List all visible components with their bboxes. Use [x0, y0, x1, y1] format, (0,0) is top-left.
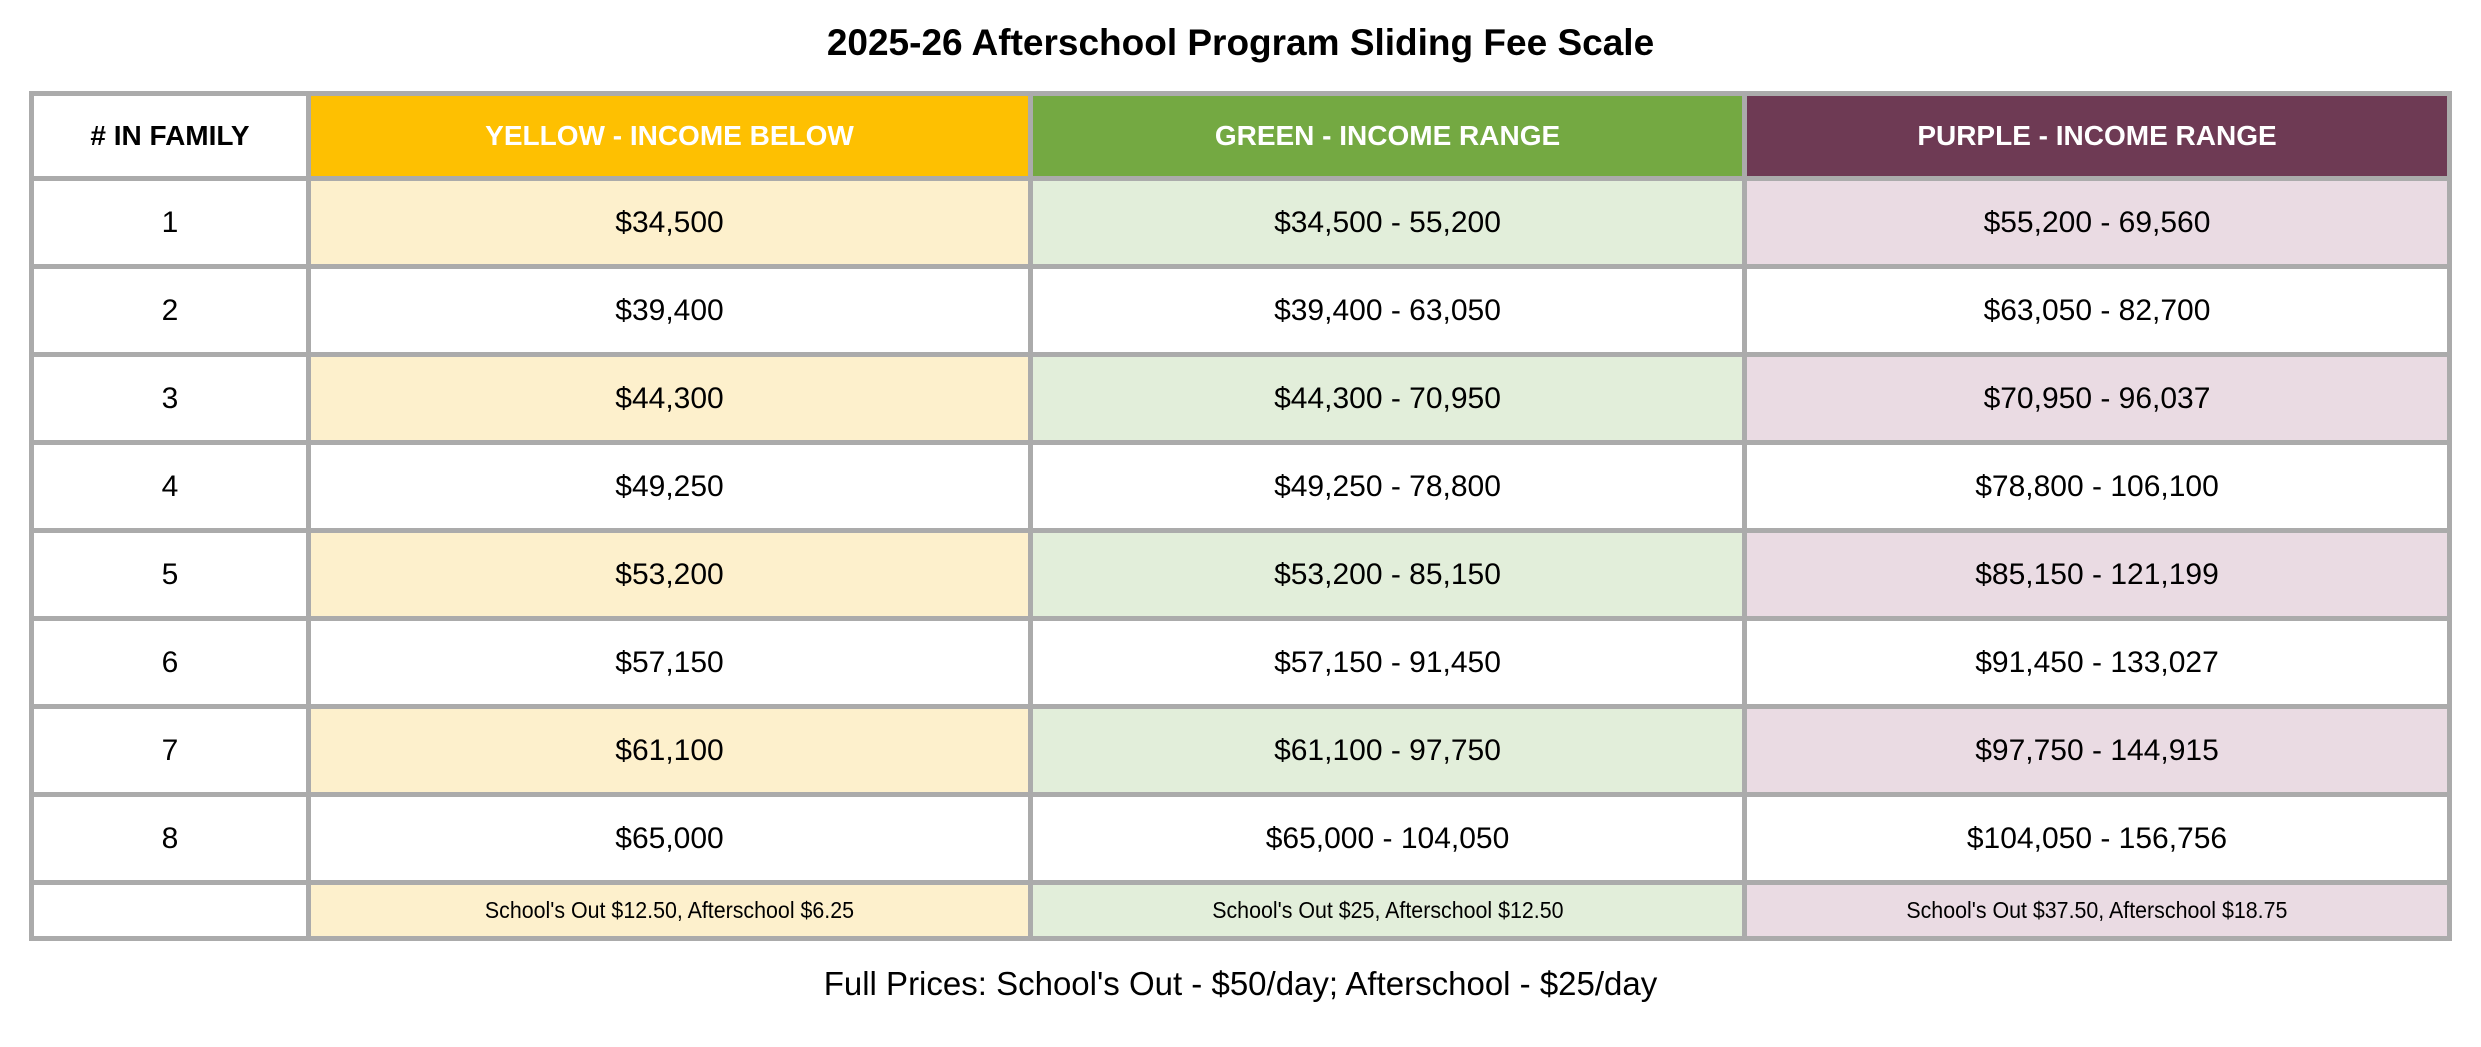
family-size-cell: 3 — [29, 352, 311, 445]
yellow-income-cell: $57,150 — [306, 616, 1033, 709]
green-income-cell: $34,500 - 55,200 — [1028, 176, 1747, 269]
table-row: 3 $44,300 $44,300 - 70,950 $70,950 - 96,… — [29, 352, 2452, 445]
sliding-fee-scale-table: # IN FAMILY YELLOW - INCOME BELOW GREEN … — [29, 91, 2452, 941]
pricing-row: School's Out $12.50, Afterschool $6.25 S… — [29, 880, 2452, 941]
table-row: 8 $65,000 $65,000 - 104,050 $104,050 - 1… — [29, 792, 2452, 885]
table-row: 2 $39,400 $39,400 - 63,050 $63,050 - 82,… — [29, 264, 2452, 357]
green-income-cell: $65,000 - 104,050 — [1028, 792, 1747, 885]
green-income-cell: $39,400 - 63,050 — [1028, 264, 1747, 357]
table-row: 4 $49,250 $49,250 - 78,800 $78,800 - 106… — [29, 440, 2452, 533]
purple-income-cell: $78,800 - 106,100 — [1742, 440, 2452, 533]
purple-income-cell: $85,150 - 121,199 — [1742, 528, 2452, 621]
yellow-income-cell: $44,300 — [306, 352, 1033, 445]
yellow-income-cell: $65,000 — [306, 792, 1033, 885]
yellow-income-cell: $49,250 — [306, 440, 1033, 533]
family-size-cell: 6 — [29, 616, 311, 709]
empty-corner-cell — [29, 880, 311, 941]
table-row: 6 $57,150 $57,150 - 91,450 $91,450 - 133… — [29, 616, 2452, 709]
yellow-income-cell: $34,500 — [306, 176, 1033, 269]
table-row: 1 $34,500 $34,500 - 55,200 $55,200 - 69,… — [29, 176, 2452, 269]
purple-pricing-cell: School's Out $37.50, Afterschool $18.75 — [1742, 880, 2452, 941]
purple-income-cell: $70,950 - 96,037 — [1742, 352, 2452, 445]
green-income-cell: $61,100 - 97,750 — [1028, 704, 1747, 797]
green-income-cell: $44,300 - 70,950 — [1028, 352, 1747, 445]
purple-income-cell: $91,450 - 133,027 — [1742, 616, 2452, 709]
yellow-income-cell: $61,100 — [306, 704, 1033, 797]
yellow-income-cell: $53,200 — [306, 528, 1033, 621]
green-pricing-cell: School's Out $25, Afterschool $12.50 — [1028, 880, 1747, 941]
family-size-cell: 4 — [29, 440, 311, 533]
yellow-income-cell: $39,400 — [306, 264, 1033, 357]
family-size-cell: 8 — [29, 792, 311, 885]
yellow-pricing-cell: School's Out $12.50, Afterschool $6.25 — [306, 880, 1033, 941]
yellow-pricing-text: School's Out $12.50, Afterschool $6.25 — [484, 897, 855, 923]
purple-pricing-text: School's Out $37.50, Afterschool $18.75 — [1906, 897, 2288, 923]
family-size-cell: 2 — [29, 264, 311, 357]
table-row: 5 $53,200 $53,200 - 85,150 $85,150 - 121… — [29, 528, 2452, 621]
purple-income-cell: $63,050 - 82,700 — [1742, 264, 2452, 357]
family-size-cell: 5 — [29, 528, 311, 621]
family-size-cell: 7 — [29, 704, 311, 797]
full-prices-note: Full Prices: School's Out - $50/day; Aft… — [823, 965, 1658, 1002]
table-row: 7 $61,100 $61,100 - 97,750 $97,750 - 144… — [29, 704, 2452, 797]
column-header-family: # IN FAMILY — [29, 91, 311, 181]
purple-income-cell: $55,200 - 69,560 — [1742, 176, 2452, 269]
green-pricing-text: School's Out $25, Afterschool $12.50 — [1211, 897, 1564, 923]
page-title: 2025-26 Afterschool Program Sliding Fee … — [826, 22, 1655, 63]
column-header-green: GREEN - INCOME RANGE — [1028, 91, 1747, 181]
family-size-cell: 1 — [29, 176, 311, 269]
green-income-cell: $49,250 - 78,800 — [1028, 440, 1747, 533]
table-header-row: # IN FAMILY YELLOW - INCOME BELOW GREEN … — [29, 91, 2452, 181]
purple-income-cell: $97,750 - 144,915 — [1742, 704, 2452, 797]
column-header-yellow: YELLOW - INCOME BELOW — [306, 91, 1033, 181]
column-header-purple: PURPLE - INCOME RANGE — [1742, 91, 2452, 181]
green-income-cell: $57,150 - 91,450 — [1028, 616, 1747, 709]
purple-income-cell: $104,050 - 156,756 — [1742, 792, 2452, 885]
green-income-cell: $53,200 - 85,150 — [1028, 528, 1747, 621]
